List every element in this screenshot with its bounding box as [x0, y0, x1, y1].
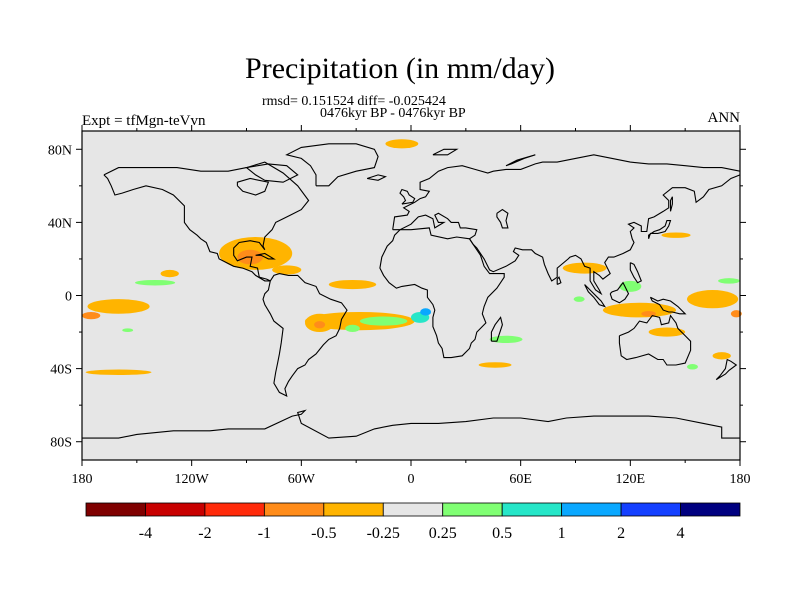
- coastline-caspian: [496, 208, 509, 229]
- period-line: 0476kyr BP - 0476kyr BP: [320, 106, 466, 121]
- colorbar-swatch: [382, 502, 444, 517]
- coastline-sumatra: [584, 284, 607, 308]
- coastline-hudson-bay: [236, 177, 270, 196]
- colorbar-swatch: [442, 502, 503, 517]
- colorbar-label: -0.5: [311, 525, 336, 542]
- anomaly-australia-green: [686, 364, 698, 370]
- x-tick-label: 120E: [616, 472, 646, 487]
- coastline-new-guinea: [649, 296, 687, 315]
- anomaly-central-pacific-green: [135, 279, 176, 286]
- coastline-africa: [379, 227, 505, 359]
- colorbar-label: 0.5: [492, 525, 512, 542]
- anomaly-pacific-green: [122, 328, 134, 333]
- colorbar-swatch: [561, 502, 622, 517]
- anomaly-caribbean-arm: [272, 265, 302, 275]
- coastline-new-zealand: [715, 358, 738, 381]
- y-tick-label: 40S: [50, 363, 72, 378]
- x-tick-label: 120W: [175, 472, 210, 487]
- coastline-borneo: [609, 281, 630, 304]
- colorbar-label: 1: [558, 525, 566, 542]
- anomaly-japan-orange: [661, 232, 691, 238]
- anomaly-tropical-atlantic-north: [328, 279, 377, 290]
- anomaly-indonesia-orange: [602, 302, 677, 318]
- colorbar-swatch: [323, 502, 384, 517]
- x-tick-label: 180: [730, 472, 751, 487]
- x-tick-label: 60E: [509, 472, 532, 487]
- coastline-svalbard: [432, 148, 459, 156]
- coastline-cuba: [255, 252, 276, 260]
- stats-line: rmsd= 0.151524 diff= -0.025424: [262, 94, 446, 109]
- colorbar-swatch: [204, 502, 265, 517]
- anomaly-atlantic-green: [359, 316, 408, 326]
- y-tick-label: 80S: [50, 436, 72, 451]
- experiment-label: Expt = tfMgn-teVvn: [82, 113, 206, 129]
- coastline-south-america: [262, 273, 348, 398]
- colorbar-swatch: [85, 502, 146, 517]
- coastline-greenland: [285, 143, 379, 187]
- anomaly-east-africa-green: [489, 335, 523, 344]
- coastline-sri-lanka: [556, 276, 562, 285]
- coastline-eurasia-south: [392, 174, 741, 296]
- colorbar-swatch: [145, 502, 206, 517]
- anomaly-tasman-orange: [712, 352, 731, 360]
- map-title: Precipitation (in mm/day): [245, 52, 555, 85]
- anomaly-maritime-green: [619, 280, 642, 292]
- map-background: [82, 131, 740, 460]
- x-tick-label: 0: [408, 472, 415, 487]
- anomaly-north-pacific-green: [718, 278, 740, 284]
- map-area: [81, 130, 742, 461]
- colorbar-label: -4: [139, 525, 152, 542]
- colorbar-label: -1: [258, 525, 271, 542]
- anomaly-west-africa-green: [345, 324, 360, 333]
- anomaly-east-pacific-core: [82, 311, 101, 320]
- coastline-japan: [648, 220, 672, 239]
- season-label: ANN: [707, 110, 741, 126]
- colorbar-label: 4: [677, 525, 685, 542]
- coastline-australia: [618, 314, 692, 366]
- anomaly-india-orange: [562, 262, 607, 274]
- anomaly-south-pacific-orange: [85, 369, 152, 376]
- colorbar-swatch: [263, 502, 325, 517]
- colorbar-label: -0.25: [367, 525, 400, 542]
- anomaly-atlantic-blue: [420, 308, 432, 316]
- coastline-uk: [399, 188, 416, 205]
- colorbar-swatch: [501, 502, 563, 517]
- colorbar-swatch: [680, 502, 741, 517]
- x-tick-label: 60W: [288, 472, 316, 487]
- anomaly-south-pacific-orange-2: [648, 327, 686, 337]
- y-tick-label: 40N: [48, 216, 72, 231]
- colorbar-swatch: [620, 502, 681, 517]
- colorbar-label: -2: [198, 525, 211, 542]
- colorbar-label: 2: [617, 525, 625, 542]
- coastline-philippines: [629, 262, 643, 284]
- colorbar-label: 0.25: [429, 525, 457, 542]
- coastline-baffin: [245, 163, 299, 183]
- coastline-antarctica: [82, 409, 740, 439]
- anomaly-india-green: [573, 296, 585, 302]
- x-tick-label: 180: [72, 472, 93, 487]
- anomaly-east-pacific-orange: [87, 299, 150, 314]
- colorbar: -4 -2 -1 -0.5 -0.25 0.25 0.5 1 2 4: [85, 502, 741, 542]
- anomaly-madagascar-orange: [478, 362, 512, 368]
- coastline-sakhalin: [669, 196, 673, 212]
- anomaly-dateline-core: [730, 310, 742, 318]
- coastline-eurasia: [392, 154, 741, 230]
- y-tick-label: 80N: [48, 143, 72, 158]
- map-axes: 180 120W 60W 0 60E 120E 180 80N 40N 0 40S 80S: [48, 125, 751, 487]
- anomaly-west-pacific-orange: [686, 290, 739, 309]
- anomaly-central-pacific-north: [160, 269, 179, 278]
- coastline-madagascar: [490, 316, 503, 342]
- coastline-novaya-zemlya: [505, 154, 536, 167]
- anomaly-arctic-north-atlantic: [385, 139, 419, 149]
- y-tick-label: 0: [65, 290, 72, 305]
- anomaly-brazil-core: [314, 321, 326, 329]
- coastline-iceland: [366, 174, 387, 181]
- coastline-north-america: [103, 161, 310, 282]
